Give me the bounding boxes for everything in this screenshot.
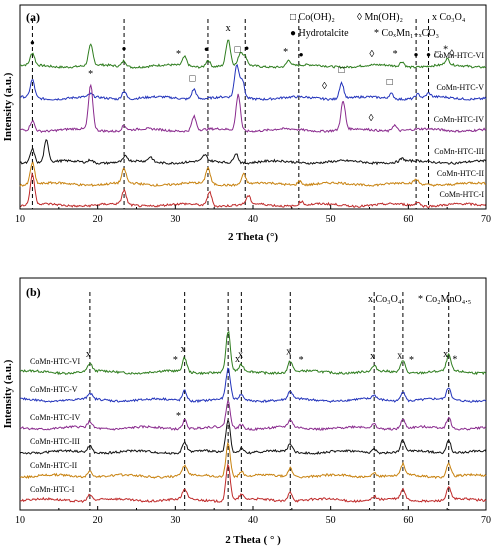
series-label: CoMn-HTC-VI [30,357,81,366]
panel-b-x-axis-label: 2 Theta ( ° ) [225,534,281,546]
phase-marker: ● [299,50,304,59]
phase-marker: x [181,344,186,355]
panel-a-y-axis-label: Intensity (a.u.) [2,72,14,141]
series-label: CoMn-HTC-II [437,169,484,178]
panel-a-x-axis: 10 20 30 40 50 60 70 [15,205,491,225]
phase-marker: ● [122,44,127,53]
series-line-comn-htc-iii [19,419,487,455]
legend-co-oh2: □ Co(OH)₂ [290,12,335,23]
legend-b-co3o4: x Co₃O₄ [368,294,402,305]
phase-marker: x [443,349,448,360]
phase-marker: x [397,350,402,361]
phase-marker: * [283,47,288,58]
phase-marker: ● [204,45,209,54]
series-label: CoMn-HTC-IV [434,115,484,124]
phase-marker: ◊ [322,81,327,92]
series-label: CoMn-HTC-II [30,461,77,470]
panel-b-legend: x Co₃O₄ * Co₂MnO₄.₅ [368,294,471,305]
series-line-comn-htc-vi [19,330,487,376]
phase-marker: □ [435,49,441,60]
series-label: CoMn-HTC-VI [434,51,485,60]
phase-marker: * [443,44,448,55]
series-line-comn-htc-v [19,63,487,102]
x-tick-label: 50 [326,515,336,526]
x-tick-label: 40 [248,515,258,526]
phase-marker: ◊ [369,113,374,124]
panel-a-label: (a) [26,10,40,24]
phase-marker: * [88,69,93,80]
phase-marker: * [393,49,398,60]
phase-marker: □ [339,65,345,76]
series-line-comn-htc-iv [19,399,487,432]
panel-b: (b) x x* xx x* x x *x ** CoMn-HTC-VICoMn-HTC-VC… [2,277,491,546]
panel-b-annotations: x x* xx x* x x *x ** [86,344,458,422]
series-label: CoMn-HTC-I [30,485,75,494]
phase-marker: ● [244,44,249,53]
panel-a-x-axis-label: 2 Theta (°) [228,231,278,243]
phase-marker: ● [30,38,35,47]
series-line-comn-htc-iii [19,139,487,166]
phase-marker: □ [234,45,240,56]
legend-hydrotalcite: ● Hydrotalcite [290,28,349,39]
series-line-comn-htc-iv [19,83,487,134]
x-tick-label: 30 [170,214,180,225]
x-tick-label: 70 [481,515,491,526]
legend-mn-oh2: ◊ Mn(OH)₂ [357,12,403,23]
legend-coxmn-carbonate: * CoₓMn₁₋ₓCO₃ [374,28,439,39]
x-tick-label: 60 [403,214,413,225]
series-line-comn-htc-ii [19,441,487,480]
panel-a-annotations: ●*●* ●x□ ● * ● ◊ * ● ● □ * ◊□◊□□◊ [30,23,454,124]
legend-b-co2mno45: * Co₂MnO₄.₅ [418,294,471,305]
series-line-comn-htc-vi [19,39,487,70]
phase-marker: ● [426,50,431,59]
phase-marker: □ [189,73,195,84]
panel-a-reference-lines [31,19,430,209]
x-tick-label: 20 [93,515,103,526]
x-tick-label: 20 [93,214,103,225]
panel-a: (a) ●*●* ●x□ ● * ● ◊ * ● ● □ * ◊□◊□□◊ CoMn-HTC-VICo… [2,4,491,243]
x-tick-label: 40 [248,214,258,225]
x-tick-label: 10 [15,214,25,225]
phase-marker: * [173,355,178,366]
phase-marker: * [452,355,457,366]
phase-marker: x [86,349,91,360]
panel-b-label: (b) [26,285,41,299]
phase-marker: ● [414,50,419,59]
phase-marker: ◊ [449,48,454,59]
x-tick-label: 70 [481,214,491,225]
phase-marker: * [299,355,304,366]
panel-a-legend: □ Co(OH)₂ ◊ Mn(OH)₂ x Co₃O₄ ● Hydrotalci… [290,12,466,39]
x-tick-label: 50 [326,214,336,225]
phase-marker: x [286,346,291,357]
panel-b-reference-lines [89,292,450,510]
phase-marker: x [238,349,243,360]
panel-a-series-labels: CoMn-HTC-VI CoMn-HTC-V CoMn-HTC-IV CoMn-HTC… [434,51,485,199]
series-label: CoMn-HTC-I [440,190,485,199]
legend-co3o4: x Co₃O₄ [432,12,466,23]
series-line-comn-htc-ii [19,161,487,188]
phase-marker: x [226,23,231,34]
series-label: CoMn-HTC-III [30,437,80,446]
phase-marker: x [370,351,375,362]
phase-marker: □ [387,77,393,88]
x-tick-label: 60 [403,515,413,526]
series-label: CoMn-HTC-V [30,385,78,394]
series-label: CoMn-HTC-III [434,147,484,156]
x-tick-label: 10 [15,515,25,526]
series-line-comn-htc-i [19,463,487,504]
panel-b-x-axis: 10 20 30 40 50 60 70 [15,506,491,526]
x-tick-label: 30 [170,515,180,526]
phase-marker: * [176,411,181,422]
series-label: CoMn-HTC-IV [30,413,80,422]
phase-marker: x [235,354,240,365]
panel-b-series-labels: CoMn-HTC-VI CoMn-HTC-V CoMn-HTC-IV CoMn-HTC… [30,357,81,494]
phase-marker: ◊ [369,49,374,60]
phase-marker: * [409,355,414,366]
panel-b-y-axis-label: Intensity (a.u.) [2,359,14,428]
panel-b-series [19,330,487,504]
series-label: CoMn-HTC-V [436,83,484,92]
phase-marker: * [176,49,181,60]
series-line-comn-htc-v [19,367,487,404]
